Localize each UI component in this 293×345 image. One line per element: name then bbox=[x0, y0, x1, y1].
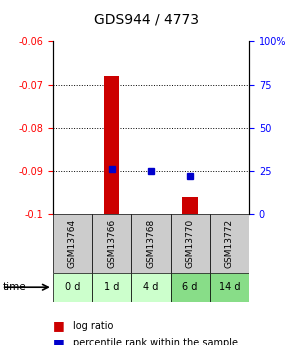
Text: GSM13772: GSM13772 bbox=[225, 219, 234, 268]
Bar bbox=[210, 273, 249, 302]
Text: GSM13768: GSM13768 bbox=[146, 219, 155, 268]
Text: 6 d: 6 d bbox=[183, 282, 198, 292]
Bar bbox=[182, 197, 198, 214]
Bar bbox=[131, 214, 171, 273]
Bar bbox=[92, 273, 131, 302]
Bar bbox=[53, 273, 92, 302]
Text: GSM13766: GSM13766 bbox=[107, 219, 116, 268]
Bar bbox=[210, 214, 249, 273]
Bar bbox=[171, 273, 210, 302]
Text: 1 d: 1 d bbox=[104, 282, 119, 292]
Text: percentile rank within the sample: percentile rank within the sample bbox=[73, 338, 238, 345]
Bar bbox=[104, 76, 120, 214]
Bar bbox=[53, 214, 92, 273]
Text: 14 d: 14 d bbox=[219, 282, 240, 292]
Bar bbox=[92, 214, 131, 273]
Bar bbox=[131, 273, 171, 302]
Bar bbox=[171, 214, 210, 273]
Text: log ratio: log ratio bbox=[73, 321, 114, 331]
Text: time: time bbox=[3, 282, 27, 292]
Text: 4 d: 4 d bbox=[143, 282, 159, 292]
Text: ■: ■ bbox=[53, 319, 64, 333]
Text: GSM13764: GSM13764 bbox=[68, 219, 77, 268]
Text: ■: ■ bbox=[53, 337, 64, 345]
Text: 0 d: 0 d bbox=[65, 282, 80, 292]
Text: GDS944 / 4773: GDS944 / 4773 bbox=[94, 12, 199, 26]
Text: GSM13770: GSM13770 bbox=[186, 219, 195, 268]
